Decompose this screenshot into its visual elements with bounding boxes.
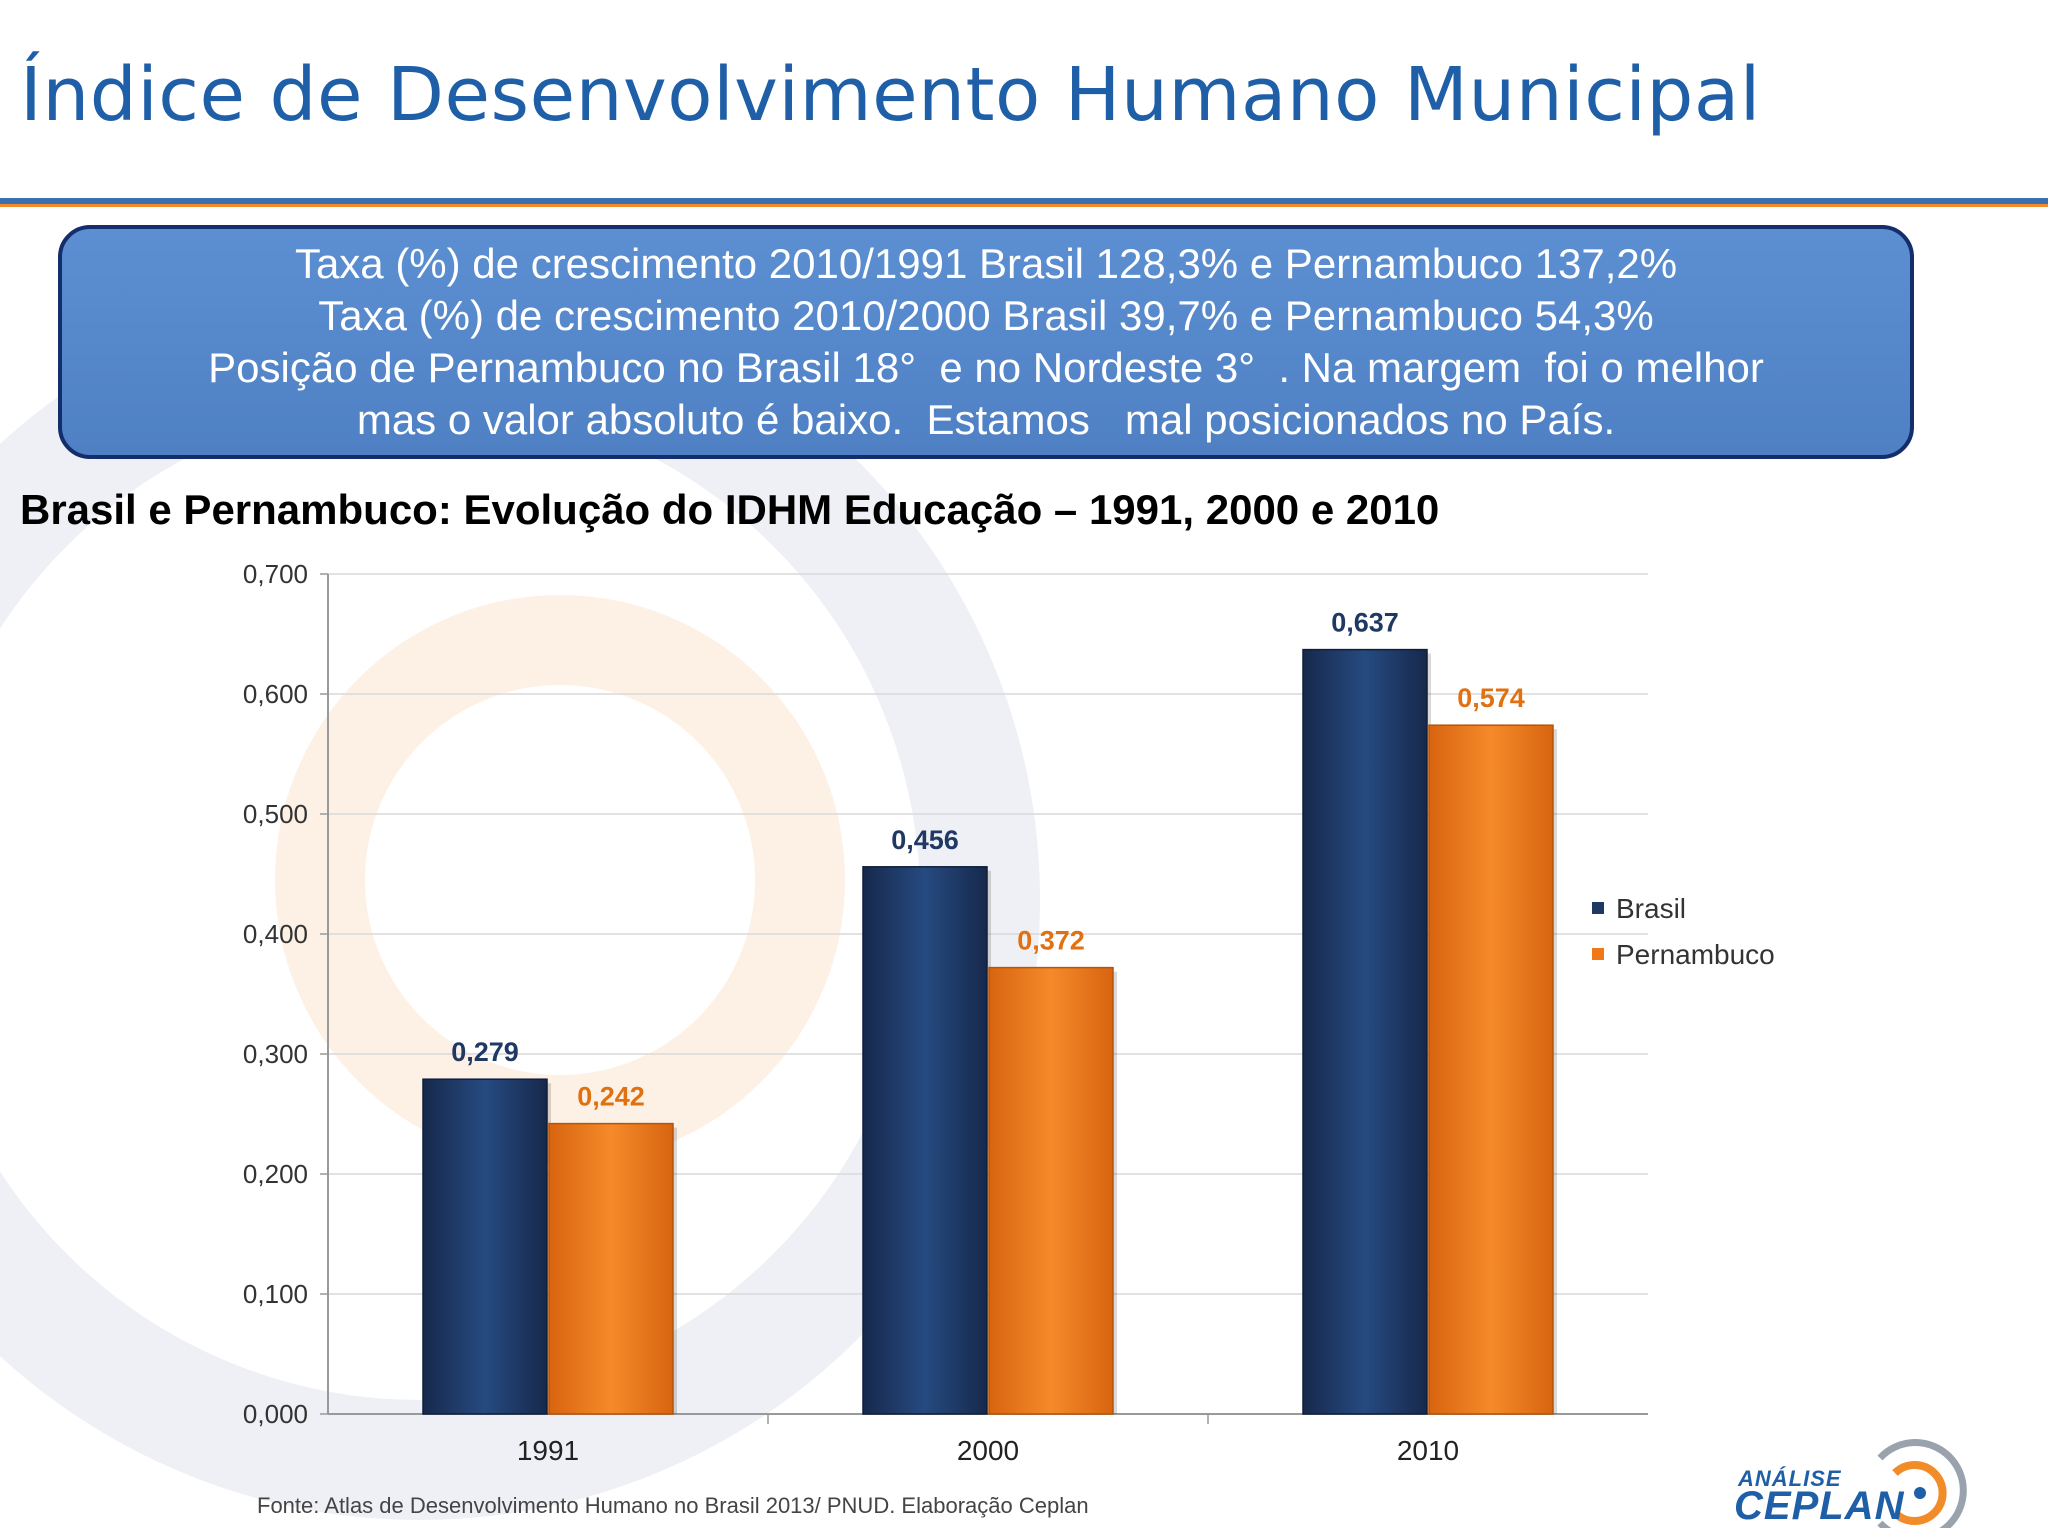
data-label-pernambuco: 0,372 bbox=[1017, 926, 1085, 956]
ceplan-logo: ANÁLISE CEPLAN bbox=[1730, 1428, 1970, 1536]
bar-pernambuco bbox=[1428, 724, 1554, 1415]
y-tick-label: 0,000 bbox=[243, 1399, 308, 1429]
bar-pernambuco bbox=[988, 966, 1114, 1415]
summary-line-3: Posição de Pernambuco no Brasil 18° e no… bbox=[208, 344, 1764, 391]
data-label-pernambuco: 0,242 bbox=[577, 1082, 645, 1112]
logo-small-text: ANÁLISE bbox=[1738, 1466, 1842, 1491]
y-tick-label: 0,400 bbox=[243, 919, 308, 949]
y-tick-label: 0,100 bbox=[243, 1279, 308, 1309]
y-tick-label: 0,700 bbox=[243, 559, 308, 589]
data-label-brasil: 0,637 bbox=[1331, 608, 1399, 638]
header-rule-orange bbox=[0, 204, 2048, 207]
legend-swatch-pernambuco bbox=[1592, 948, 1604, 960]
chart-title: Brasil e Pernambuco: Evolução do IDHM Ed… bbox=[20, 486, 1440, 533]
legend-label-pernambuco: Pernambuco bbox=[1616, 939, 1775, 970]
summary-line-2: Taxa (%) de crescimento 2010/2000 Brasil… bbox=[318, 292, 1654, 339]
logo-big-text: CEPLAN bbox=[1734, 1484, 1905, 1528]
y-tick-label: 0,500 bbox=[243, 799, 308, 829]
page-title: Índice de Desenvolvimento Humano Municip… bbox=[20, 52, 1761, 138]
legend-swatch-brasil bbox=[1592, 902, 1604, 914]
summary-line-1: Taxa (%) de crescimento 2010/1991 Brasil… bbox=[294, 240, 1678, 287]
chart-axes: 0,000 0,100 0,200 0,300 0,400 0,500 0,600 0,700… bbox=[243, 559, 1648, 1466]
x-category-label: 2010 bbox=[1397, 1435, 1459, 1466]
bar-pernambuco bbox=[548, 1122, 674, 1415]
bar-brasil bbox=[422, 1078, 548, 1415]
bar-brasil bbox=[862, 866, 988, 1415]
chart-labels: 0,279 0,242 0,456 0,372 0,637 0,574 bbox=[451, 608, 1525, 1112]
source-note: Fonte: Atlas de Desenvolvimento Humano n… bbox=[257, 1493, 1089, 1518]
data-label-pernambuco: 0,574 bbox=[1457, 683, 1525, 713]
logo-swirl-icon bbox=[1877, 1439, 1967, 1536]
legend-label-brasil: Brasil bbox=[1616, 893, 1686, 924]
data-label-brasil: 0,456 bbox=[891, 825, 959, 855]
chart-gridlines bbox=[320, 573, 1648, 1415]
y-tick-label: 0,200 bbox=[243, 1159, 308, 1189]
bar-brasil bbox=[1302, 648, 1428, 1415]
header-rule-blue bbox=[0, 198, 2048, 204]
chart-legend: Brasil Pernambuco bbox=[1592, 893, 1775, 970]
summary-box: Taxa (%) de crescimento 2010/1991 Brasil… bbox=[58, 225, 1914, 459]
summary-line-4: mas o valor absoluto é baixo. Estamos ma… bbox=[356, 396, 1616, 443]
data-label-brasil: 0,279 bbox=[451, 1037, 519, 1067]
chart-bars bbox=[422, 648, 1557, 1415]
y-tick-label: 0,300 bbox=[243, 1039, 308, 1069]
y-tick-label: 0,600 bbox=[243, 679, 308, 709]
x-category-label: 2000 bbox=[957, 1435, 1019, 1466]
x-category-label: 1991 bbox=[517, 1435, 579, 1466]
